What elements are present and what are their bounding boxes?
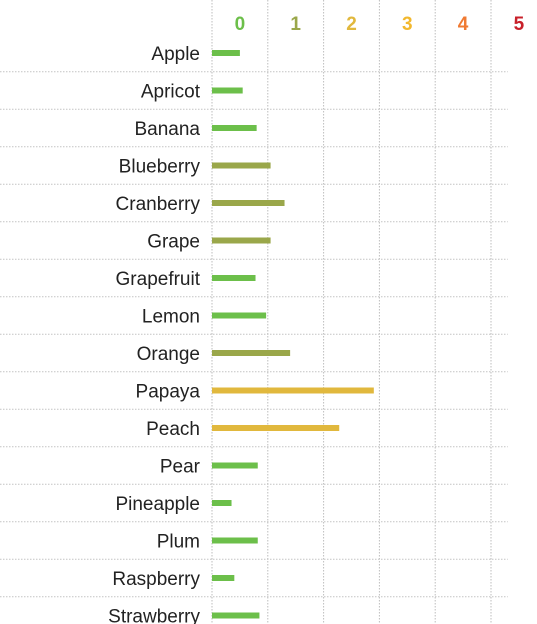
category-label: Peach — [146, 419, 200, 440]
category-label: Blueberry — [119, 157, 201, 178]
category-label: Lemon — [142, 307, 200, 328]
category-label: Plum — [157, 532, 200, 553]
category-label: Apple — [151, 44, 200, 65]
bar — [212, 200, 285, 206]
category-label: Pear — [160, 457, 201, 478]
bar — [212, 350, 291, 356]
bar — [212, 125, 257, 131]
category-label: Strawberry — [108, 607, 200, 624]
x-tick-label: 3 — [402, 14, 413, 35]
category-label: Banana — [134, 119, 200, 140]
bar — [212, 537, 258, 544]
category-label: Apricot — [141, 82, 201, 103]
x-tick-label: 0 — [235, 14, 246, 35]
category-label: Orange — [137, 344, 200, 365]
bar — [212, 162, 271, 169]
bar — [212, 87, 243, 94]
bar — [212, 425, 340, 431]
bar — [212, 237, 271, 244]
bar — [212, 612, 260, 619]
category-label: Grapefruit — [116, 269, 201, 290]
bar — [212, 387, 374, 394]
bar — [212, 275, 256, 281]
bar — [212, 575, 235, 581]
category-label: Papaya — [136, 382, 201, 403]
category-label: Grape — [147, 232, 200, 253]
category-label: Raspberry — [112, 569, 200, 590]
bar — [212, 50, 240, 56]
bar — [212, 312, 267, 319]
x-tick-label: 4 — [458, 14, 469, 35]
x-tick-label: 1 — [290, 14, 301, 35]
x-tick-label: 5 — [514, 14, 525, 35]
x-tick-label: 2 — [346, 14, 357, 35]
bar — [212, 462, 258, 469]
bar — [212, 500, 232, 506]
category-label: Cranberry — [116, 194, 201, 215]
category-label: Pineapple — [115, 494, 200, 515]
